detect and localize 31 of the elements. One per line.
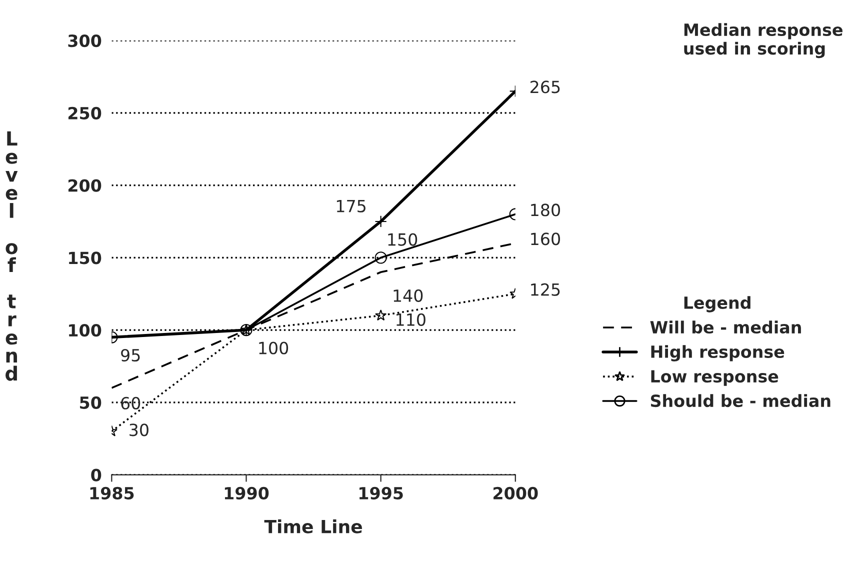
data-label: 265 (530, 80, 560, 94)
y-tick-label: 200 (68, 179, 102, 192)
y-tick-label: 250 (68, 106, 102, 120)
legend-label: Will be - median (650, 320, 801, 334)
data-label: 150 (388, 233, 418, 246)
y-tick-label: 50 (80, 396, 102, 409)
legend-title: Legend (684, 296, 750, 312)
data-label: 95 (121, 348, 140, 362)
data-label: 30 (130, 424, 148, 436)
x-tick-label: 1985 (90, 486, 134, 500)
y-tick-label: 300 (68, 34, 102, 48)
x-tick-label: 2000 (494, 486, 538, 500)
legend-label: High response (651, 345, 784, 362)
x-tick-label: 1995 (360, 486, 403, 500)
legend-label: Low response (651, 370, 778, 386)
data-label: 110 (396, 313, 426, 326)
data-label: 100 (259, 342, 288, 354)
text: Median response used in scoring (684, 23, 842, 58)
data-label: 140 (394, 289, 423, 302)
data-label: 125 (531, 283, 560, 296)
y-tick-label: 0 (91, 468, 102, 482)
legend-label: Should be - median (650, 394, 830, 408)
x-axis-title: Time Line (264, 519, 362, 534)
text: Level of trend (6, 131, 18, 381)
data-label: 160 (531, 232, 560, 246)
data-label: 175 (336, 200, 366, 212)
x-tick-label: 1990 (224, 486, 269, 500)
data-label: 60 (121, 396, 140, 410)
data-label: 180 (531, 204, 560, 216)
y-tick-label: 100 (69, 324, 102, 337)
y-tick-label: 150 (69, 252, 102, 264)
